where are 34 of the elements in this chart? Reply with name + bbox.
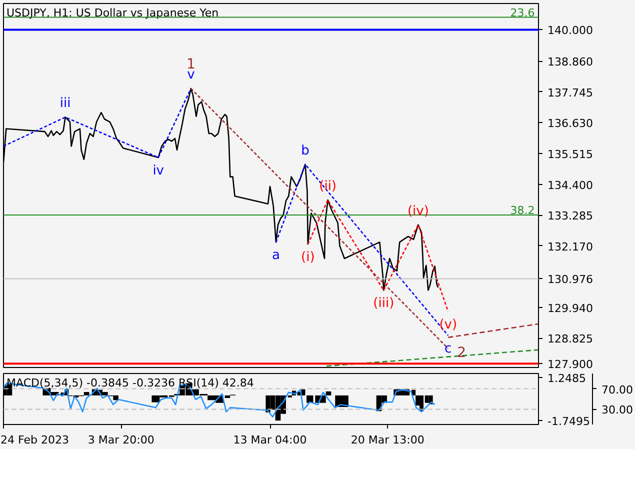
y-tick-label: 130.976 — [548, 273, 593, 286]
y-tick-label: 133.285 — [548, 210, 593, 223]
data-label: iii — [60, 96, 71, 112]
annotation: 38.2 — [510, 204, 535, 218]
annotation: 23.6 — [510, 6, 535, 20]
y-tick-label: 140.000 — [548, 24, 593, 38]
y-tick-label: 1.2485 — [548, 372, 586, 386]
data-label: a — [272, 248, 280, 264]
x-tick-label: 3 Mar 20:00 — [88, 434, 154, 446]
y2-tick-label: 70.00 — [602, 383, 633, 396]
y-tick-label: 132.170 — [548, 240, 593, 254]
y-tick-label: 138.860 — [548, 56, 593, 69]
y-tick-label: 127.900 — [548, 358, 593, 372]
y-tick-label: 129.940 — [548, 302, 593, 315]
y-tick-label: 136.630 — [548, 117, 593, 130]
chart-title: USDJPY, H1: US Dollar vs Japanese Yen — [6, 6, 219, 20]
data-label: b — [301, 143, 310, 158]
y-tick-label: 137.745 — [548, 86, 593, 100]
x-tick-label: 13 Mar 04:00 — [233, 434, 307, 446]
data-label: (v) — [439, 317, 458, 332]
y-tick-label: 134.400 — [548, 178, 593, 192]
data-label: (ii) — [319, 178, 337, 194]
x-tick-label: 24 Feb 2023 — [0, 434, 69, 446]
data-label: c — [444, 341, 452, 356]
chart-title: MACD(5,34,5) -0.3845 -0.3236 RSI(14) 42.84 — [6, 376, 254, 390]
y-tick-label: 135.515 — [548, 148, 593, 161]
data-label: (iii) — [373, 296, 394, 312]
x-tick-label: 20 Mar 13:00 — [350, 434, 424, 446]
data-label: (i) — [301, 250, 315, 266]
y-tick-label: 128.825 — [548, 332, 593, 346]
annotation: 2 — [457, 344, 466, 361]
data-label: iv — [152, 163, 164, 178]
y-tick-label: -1.7495 — [548, 414, 590, 428]
y2-tick-label: 30.00 — [602, 404, 633, 417]
